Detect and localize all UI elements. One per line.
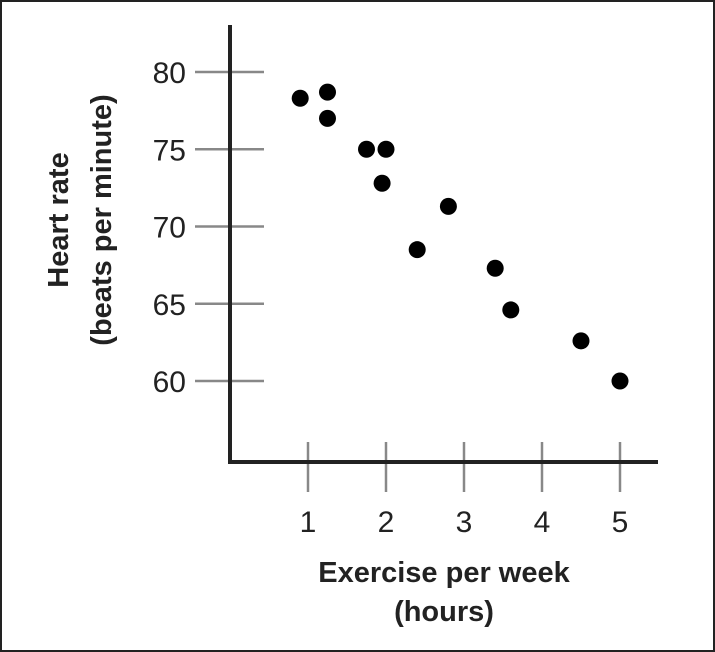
- y-tick-label: 60: [153, 366, 186, 399]
- data-point: [572, 332, 590, 350]
- x-tick-label: 3: [456, 506, 473, 539]
- data-point: [377, 140, 395, 158]
- y-tick-label: 65: [153, 289, 186, 322]
- y-ticks: 60 65 70 75 80: [153, 57, 264, 399]
- x-tick-label: 5: [612, 506, 629, 539]
- y-tick-label: 75: [153, 134, 186, 167]
- y-axis-title-line-1: Heart rate: [43, 152, 75, 287]
- data-point: [358, 140, 375, 158]
- data-point: [319, 83, 336, 101]
- data-point: [486, 259, 504, 277]
- data-points: [291, 83, 629, 390]
- y-tick-label: 80: [153, 57, 186, 90]
- data-point: [291, 89, 309, 107]
- data-point: [439, 197, 457, 215]
- data-point: [319, 109, 336, 127]
- x-tick-label: 4: [534, 506, 551, 539]
- x-tick-label: 1: [300, 506, 317, 539]
- y-axis-title-line-2: (beats per minute): [86, 94, 118, 345]
- data-point: [611, 372, 629, 390]
- x-axis-title-line-2: (hours): [394, 596, 494, 628]
- data-point: [408, 241, 426, 259]
- x-tick-label: 2: [378, 506, 395, 539]
- data-point: [373, 174, 391, 192]
- data-point: [502, 301, 520, 319]
- x-ticks: 1 2 3 4 5: [300, 442, 629, 539]
- x-axis-title-line-1: Exercise per week: [318, 557, 570, 589]
- y-tick-label: 70: [153, 212, 186, 245]
